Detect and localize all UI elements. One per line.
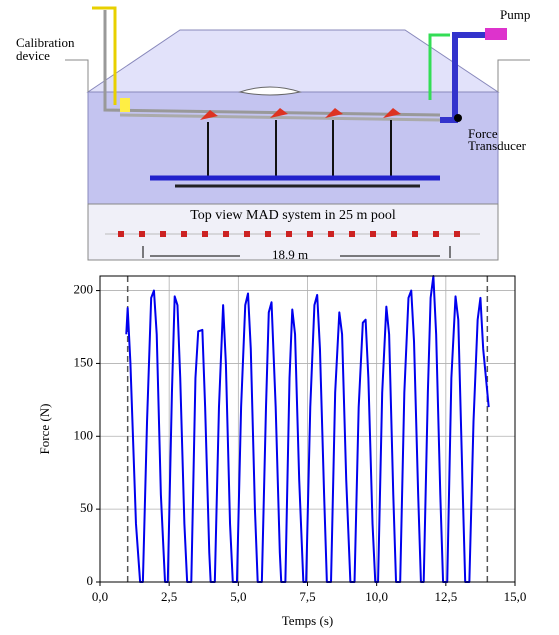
distance-arrows [142,246,451,258]
pad-dots [118,231,460,237]
pad-dot [202,231,208,237]
calibration-frame [103,10,441,117]
pad-dot [244,231,250,237]
y-tick-label: 0 [87,573,94,588]
pad-dot [433,231,439,237]
pad-dot [181,231,187,237]
pad-dot [307,231,313,237]
inset-title: Top view MAD system in 25 m pool [190,208,396,223]
pool-diagram: Calibration device Pump Force Transducer… [16,6,530,262]
pad-dot [454,231,460,237]
transducer-label: Transducer [468,138,527,153]
calibration-label: Calibration [16,35,75,50]
inset-box [87,203,499,261]
pad-dot [391,231,397,237]
calibration-label: device [16,48,50,63]
transducer-label: Force [468,126,498,141]
y-tick-label: 100 [74,427,94,442]
pad-dot [328,231,334,237]
x-tick-label: 12,5 [434,589,457,604]
pad-dot [139,231,145,237]
calibration-pulley [120,98,130,112]
pool-edge-left [65,59,89,92]
y-tick-label: 150 [74,354,94,369]
calibration-rope [92,6,117,105]
push-rod [119,113,441,122]
pad-dot [118,231,124,237]
pump [485,28,507,40]
pump-label: Pump [500,7,530,22]
pad-dot [370,231,376,237]
y-tick-label: 50 [80,500,93,515]
pad-dot [265,231,271,237]
x-axis-label: Temps (s) [282,613,333,628]
pad-posts [207,120,392,180]
pad-dot [412,231,418,237]
pool-edge-right [497,59,530,92]
pad-dot [223,231,229,237]
y-tick-label: 200 [74,282,94,297]
pad-dot [286,231,292,237]
x-tick-label: 5,0 [230,589,246,604]
x-tick-label: 2,5 [161,589,177,604]
pool-surface [86,29,500,93]
x-tick-label: 10,0 [365,589,388,604]
x-tick-label: 0,0 [92,589,108,604]
pad-dot [349,231,355,237]
x-tick-label: 15,0 [504,589,527,604]
x-tick-label: 7,5 [299,589,315,604]
distance-label: 18.9 m [272,247,308,262]
pipe [440,32,485,123]
plot-frame [99,275,516,583]
pad-dot [160,231,166,237]
y-axis-label: Force (N) [37,404,52,455]
swimmer [238,86,302,96]
transducer [454,114,462,122]
hose [428,33,450,100]
